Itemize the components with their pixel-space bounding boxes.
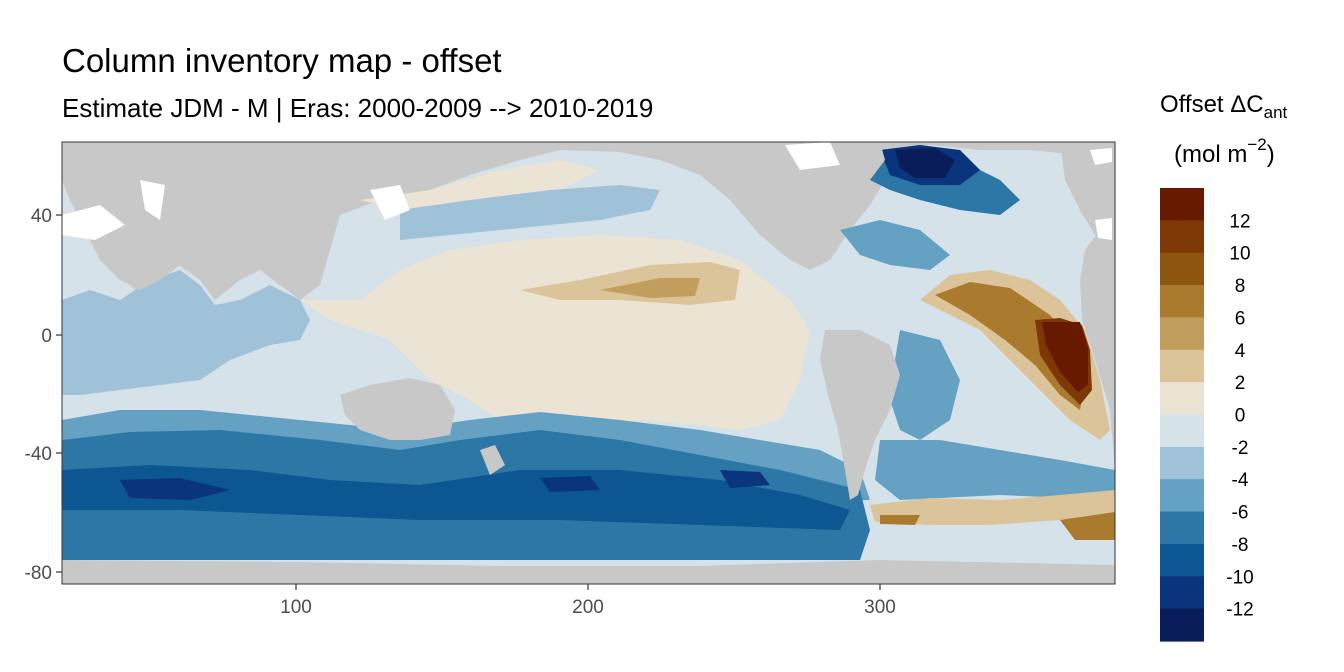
legend-swatch [1160, 188, 1204, 221]
legend-title: Offset ΔCant [1160, 91, 1288, 122]
y-tick-label: -40 [25, 444, 52, 465]
no-data-areas [62, 142, 1112, 240]
legend-tick-label: 6 [1235, 308, 1246, 329]
indian-ocean-blue [62, 270, 310, 395]
legend-title-main: Offset ΔC [1160, 91, 1264, 118]
legend-swatch [1160, 608, 1204, 642]
legend-units-exp: −2 [1247, 135, 1266, 154]
legend-swatch [1160, 220, 1204, 254]
legend-tick-label: 8 [1235, 276, 1246, 297]
land-greenland [1060, 142, 1115, 240]
legend-swatch [1160, 479, 1204, 513]
chart-title: Column inventory map - offset [62, 42, 502, 79]
legend-swatch [1160, 317, 1204, 351]
legend-tick-label: 4 [1235, 341, 1246, 362]
legend-tick-label: -10 [1226, 567, 1253, 588]
land-antarctica [62, 560, 1115, 584]
legend-units-suffix: ) [1267, 141, 1275, 168]
pacific-warm-inner [600, 278, 700, 298]
legend-swatch [1160, 576, 1204, 610]
legend-swatch [1160, 511, 1204, 545]
x-tick-label: 200 [572, 597, 604, 618]
legend-labels: 12 10 8 6 4 2 0 -2 -4 -6 -8 -10 -12 [1226, 211, 1253, 620]
legend: Offset ΔCant (mol m−2) 12 10 8 6 4 2 0 -2 -4 -6 -8… [1160, 91, 1288, 642]
atlantic-hotspot-core [1042, 322, 1088, 392]
legend-swatch [1160, 285, 1204, 319]
land-south-america [820, 330, 900, 500]
land-australia [340, 378, 455, 440]
legend-colorbar [1160, 188, 1204, 642]
y-axis: 40 0 -40 -80 [25, 206, 62, 584]
y-tick-label: 40 [31, 206, 52, 227]
land-eurasia-africa [62, 142, 350, 300]
legend-tick-label: -8 [1232, 535, 1249, 556]
atlantic-southern-band [870, 490, 1115, 525]
legend-swatch [1160, 252, 1204, 286]
landmasses [62, 142, 1115, 584]
legend-swatch [1160, 349, 1204, 383]
north-pacific-band [400, 185, 660, 240]
legend-tick-label: -12 [1226, 600, 1253, 621]
map-panel [62, 142, 1115, 584]
x-axis: 100 200 300 [280, 584, 896, 618]
legend-swatch [1160, 382, 1204, 416]
legend-tick-label: 12 [1229, 211, 1250, 232]
legend-tick-label: 10 [1229, 244, 1250, 265]
legend-tick-label: 0 [1235, 406, 1246, 427]
legend-tick-label: -6 [1232, 503, 1249, 524]
legend-units: (mol m−2) [1174, 135, 1275, 168]
southern-extreme-spots [120, 470, 770, 500]
chart-subtitle: Estimate JDM - M | Eras: 2000-2009 --> 2… [62, 93, 654, 123]
legend-swatch [1160, 414, 1204, 448]
x-tick-label: 100 [280, 597, 312, 618]
atlantic-blue-patches [840, 220, 1115, 500]
atlantic-warm-mid [935, 282, 1085, 410]
legend-swatch [1160, 446, 1204, 480]
north-atlantic-core [895, 148, 955, 178]
y-tick-label: -80 [25, 563, 52, 584]
legend-units-prefix: (mol m [1174, 141, 1247, 168]
land-new-zealand [480, 445, 505, 475]
legend-swatch [1160, 543, 1204, 577]
legend-title-sub: ant [1264, 103, 1288, 122]
atlantic-southern-brown [880, 512, 1115, 540]
legend-tick-label: -2 [1232, 438, 1249, 459]
y-tick-label: 0 [41, 326, 52, 347]
legend-tick-label: -4 [1232, 470, 1249, 491]
land-north-america [760, 142, 885, 265]
x-tick-label: 300 [864, 597, 896, 618]
legend-tick-label: 2 [1235, 373, 1246, 394]
southern-core-band [62, 465, 850, 530]
